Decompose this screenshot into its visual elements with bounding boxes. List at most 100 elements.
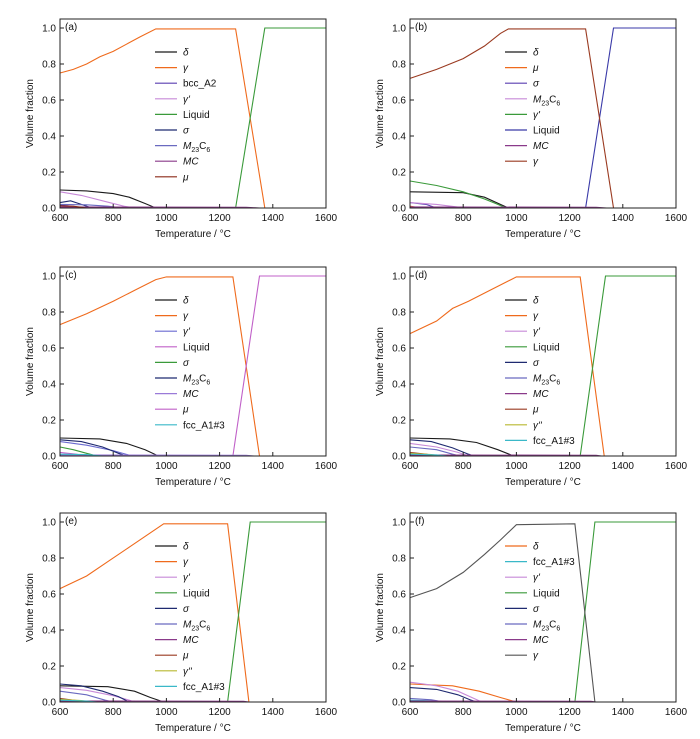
legend-entry: γ' [183, 573, 191, 584]
x-tick-label: 1200 [208, 213, 231, 224]
x-tick-label: 1200 [558, 461, 581, 472]
legend-entry: fcc_A1#3 [183, 682, 225, 693]
y-axis-label: Volume fraction [375, 327, 386, 396]
series-line [59, 28, 326, 209]
y-tick-label: 0.0 [42, 698, 56, 709]
legend-entry: Liquid [183, 342, 210, 353]
x-tick-label: 600 [52, 461, 69, 472]
series-line [59, 437, 326, 457]
x-tick-label: 1600 [315, 213, 338, 224]
legend-entry: δ [533, 542, 539, 553]
legend-entry: γ' [533, 573, 541, 584]
legend-entry: δ [533, 296, 539, 307]
legend-entry: MC [533, 635, 549, 646]
legend-entry: σ [183, 604, 190, 615]
x-tick-label: 1000 [505, 213, 528, 224]
x-tick-label: 1000 [155, 707, 178, 718]
y-tick-label: 0.0 [42, 204, 56, 215]
legend-entry: M23C6 [183, 374, 210, 387]
legend-entry: Liquid [183, 110, 210, 121]
series-line [410, 275, 676, 457]
legend-entry: μ [532, 63, 539, 74]
series-line [409, 180, 676, 209]
legend-entry: σ [183, 126, 190, 137]
x-axis-label: Temperature / °C [155, 477, 231, 488]
series-line [59, 441, 326, 457]
x-tick-label: 1400 [262, 461, 285, 472]
series-line [59, 523, 326, 703]
legend-entry: Liquid [533, 588, 560, 599]
series-line [60, 521, 326, 703]
chart-panel: 600 800 1000 1200 1400 1600 0.0 0.2 0.4 0.6 0.8 1.0… [25, 18, 338, 240]
x-axis-label: Temperature / °C [155, 723, 231, 734]
y-axis-label: Volume fraction [25, 79, 36, 148]
legend-entry: M23C6 [533, 374, 560, 387]
y-tick-label: 0.8 [392, 554, 406, 565]
legend-entry: γ [533, 311, 539, 322]
x-tick-label: 800 [455, 461, 472, 472]
x-tick-label: 1200 [208, 707, 231, 718]
legend-entry: σ [533, 604, 540, 615]
x-tick-label: 600 [402, 707, 419, 718]
y-tick-label: 0.6 [42, 96, 56, 107]
legend-entry: γ [533, 157, 539, 168]
panel-label: (e) [65, 516, 77, 527]
plot-frame [59, 18, 327, 209]
y-tick-label: 0.2 [42, 416, 56, 427]
panel-label: (a) [65, 22, 77, 33]
x-tick-label: 600 [402, 213, 419, 224]
x-tick-label: 800 [455, 213, 472, 224]
panel-label: (d) [415, 270, 427, 281]
x-axis-label: Temperature / °C [505, 723, 581, 734]
legend-entry: γ' [533, 110, 541, 121]
legend-entry: MC [183, 157, 199, 168]
legend-entry: μ [182, 405, 189, 416]
y-tick-label: 0.6 [392, 344, 406, 355]
y-tick-label: 1.0 [42, 272, 56, 283]
legend-entry: M23C6 [533, 620, 560, 633]
plot-frame [59, 266, 327, 457]
plot-frame [409, 512, 677, 703]
legend-entry: μ [532, 405, 539, 416]
x-tick-label: 1000 [505, 707, 528, 718]
x-tick-label: 1400 [612, 461, 635, 472]
y-tick-label: 1.0 [42, 24, 56, 35]
legend-entry: γ'' [533, 420, 543, 431]
x-tick-label: 1200 [558, 707, 581, 718]
panel-label: (b) [415, 22, 427, 33]
y-tick-label: 0.8 [42, 554, 56, 565]
legend-entry: MC [533, 389, 549, 400]
x-tick-label: 1400 [612, 707, 635, 718]
legend-entry: MC [183, 635, 199, 646]
y-tick-label: 0.8 [42, 308, 56, 319]
y-tick-label: 0.6 [392, 96, 406, 107]
panel-label: (c) [65, 270, 77, 281]
chart-panel: 600 800 1000 1200 1400 1600 0.0 0.2 0.4 0.6 0.8 1.0… [25, 512, 338, 734]
y-axis-label: Volume fraction [25, 573, 36, 642]
legend-entry: bcc_A2 [183, 79, 217, 90]
legend-entry: γ' [533, 327, 541, 338]
legend-entry: δ [183, 296, 189, 307]
y-tick-label: 0.4 [42, 626, 56, 637]
y-tick-label: 0.2 [392, 416, 406, 427]
x-tick-label: 1600 [315, 461, 338, 472]
y-tick-label: 1.0 [392, 24, 406, 35]
x-tick-label: 1000 [155, 213, 178, 224]
y-axis-label: Volume fraction [375, 79, 386, 148]
legend-entry: σ [533, 358, 540, 369]
y-tick-label: 1.0 [392, 518, 406, 529]
panel-label: (f) [415, 516, 424, 527]
legend-entry: M23C6 [533, 94, 560, 107]
series-line [409, 523, 676, 703]
legend-entry: γ [183, 557, 189, 568]
y-tick-label: 0.0 [392, 452, 406, 463]
y-tick-label: 0.6 [42, 344, 56, 355]
x-tick-label: 1600 [315, 707, 338, 718]
legend-entry: γ'' [183, 666, 193, 677]
x-tick-label: 800 [105, 461, 122, 472]
x-tick-label: 1000 [155, 461, 178, 472]
plot-frame [59, 512, 327, 703]
series-line [410, 521, 676, 703]
y-tick-label: 0.2 [392, 168, 406, 179]
x-tick-label: 1600 [665, 707, 688, 718]
